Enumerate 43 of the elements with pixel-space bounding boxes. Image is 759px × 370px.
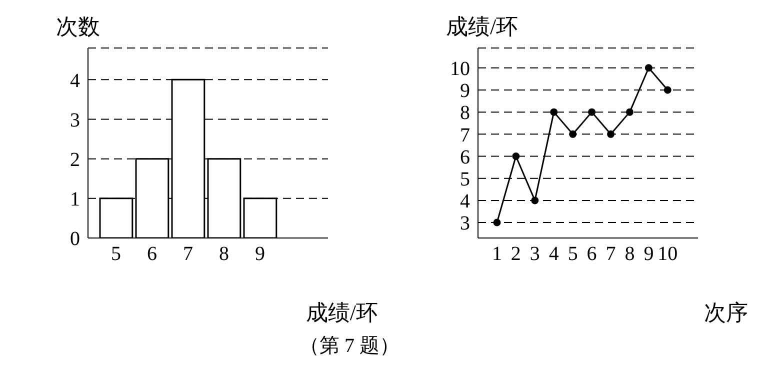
y-axis-title: 成绩/环	[446, 13, 518, 41]
y-tick-label: 8	[460, 102, 470, 124]
y-tick-label: 3	[70, 109, 80, 132]
x-tick-label: 9	[255, 243, 265, 266]
y-tick-label: 2	[70, 148, 80, 171]
x-tick-label: 5	[111, 243, 121, 266]
x-tick-label: 5	[568, 243, 578, 266]
x-tick-label: 6	[586, 243, 597, 266]
y-tick-label: 9	[460, 80, 470, 102]
x-axis-title: 次序	[704, 299, 748, 327]
y-tick-label: 6	[460, 146, 470, 168]
point	[664, 86, 672, 94]
x-tick-label: 4	[548, 243, 559, 266]
x-tick-label: 8	[219, 243, 229, 266]
point	[550, 108, 558, 116]
x-tick-label: 7	[183, 243, 193, 266]
x-tick-label: 6	[147, 243, 157, 266]
y-tick-label: 4	[460, 190, 470, 213]
x-tick-label: 8	[624, 243, 635, 266]
point	[607, 130, 615, 138]
point	[531, 196, 539, 204]
x-tick-label: 1	[492, 243, 502, 266]
point	[569, 130, 577, 138]
x-tick-label: 9	[644, 243, 654, 266]
x-tick-label: 2	[510, 243, 521, 266]
y-tick-label: 10	[450, 58, 470, 80]
y-tick-label: 7	[460, 124, 470, 146]
x-tick-label: 10	[658, 243, 678, 266]
point	[644, 64, 652, 72]
y-tick-label: 4	[70, 70, 80, 92]
y-tick-label: 3	[460, 212, 470, 235]
point	[626, 108, 634, 116]
y-tick-label: 5	[460, 168, 470, 190]
y-tick-label: 1	[70, 188, 80, 211]
y-axis-title: 次数	[56, 13, 100, 41]
point	[512, 152, 520, 160]
x-axis-title: 成绩/环	[306, 299, 378, 327]
x-tick-label: 7	[606, 243, 616, 266]
y-tick-label: 0	[70, 228, 80, 250]
point	[493, 218, 501, 226]
text: （第 7 题）	[298, 334, 400, 359]
x-tick-label: 3	[530, 243, 540, 266]
point	[588, 108, 596, 116]
